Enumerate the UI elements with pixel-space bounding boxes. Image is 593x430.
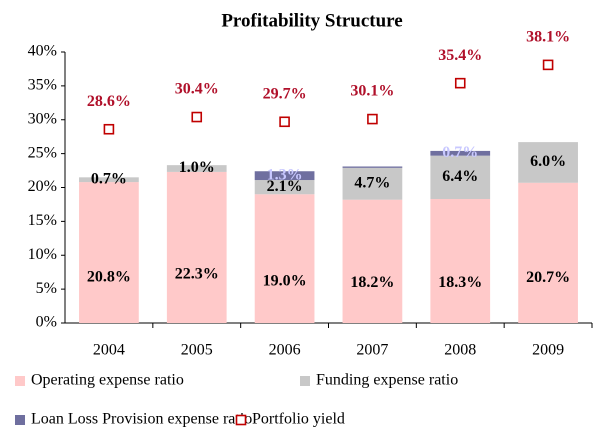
- legend-swatch: [15, 415, 25, 425]
- data-label: 2.1%: [267, 178, 303, 195]
- data-label: 30.4%: [175, 81, 219, 98]
- marker: [367, 113, 378, 125]
- y-tick-label: 0%: [36, 314, 57, 331]
- bar-segment: [430, 155, 491, 200]
- chart-title: Profitability Structure: [221, 10, 402, 31]
- data-label: 35.4%: [438, 47, 482, 64]
- legend-swatch: [300, 376, 310, 386]
- marker: [191, 111, 203, 123]
- marker: [454, 77, 466, 89]
- data-label: 0.7%: [91, 170, 127, 187]
- bar-segment: [342, 166, 403, 168]
- legend-label: Funding expense ratio: [316, 372, 458, 389]
- data-label: 29.7%: [263, 85, 307, 102]
- legend-label: Portfolio yield: [252, 411, 345, 428]
- data-label: 1.0%: [179, 159, 215, 176]
- data-label: 30.1%: [350, 83, 394, 100]
- bar-segment: [254, 194, 315, 323]
- legend-label: Operating expense ratio: [31, 372, 184, 389]
- y-tick-label: 30%: [28, 110, 57, 127]
- y-tick-label: 15%: [28, 212, 57, 229]
- bar-segment: [430, 150, 491, 156]
- data-label: 6.0%: [530, 153, 566, 170]
- x-tick-label: 2006: [269, 342, 301, 359]
- bar-segment: [518, 182, 578, 323]
- marker: [542, 59, 554, 71]
- data-label: 6.4%: [442, 168, 478, 185]
- bar-segment: [166, 171, 227, 323]
- data-label: 0.7%: [442, 144, 478, 161]
- marker: [103, 123, 115, 135]
- data-label: 38.1%: [526, 29, 570, 46]
- data-label: 18.3%: [438, 274, 482, 291]
- y-tick-label: 5%: [36, 280, 57, 297]
- bar-segment: [79, 177, 139, 183]
- data-label: 19.0%: [263, 272, 307, 289]
- data-label: 1.3%: [267, 166, 303, 183]
- y-tick-label: 40%: [28, 43, 57, 60]
- y-tick-label: 10%: [28, 246, 57, 263]
- bar-segment: [342, 167, 403, 200]
- data-label: 20.7%: [526, 269, 570, 286]
- x-tick-label: 2008: [444, 342, 476, 359]
- bar-segment: [79, 182, 139, 323]
- data-label: 4.7%: [354, 174, 390, 191]
- data-label: 20.8%: [87, 269, 131, 286]
- bar-segment: [430, 199, 491, 323]
- x-tick-label: 2005: [181, 342, 213, 359]
- bar-segment: [254, 171, 315, 181]
- marker: [279, 116, 290, 128]
- y-tick-label: 20%: [28, 178, 57, 195]
- legend-swatch: [15, 376, 25, 386]
- legend-swatch: [235, 414, 247, 426]
- bar-segment: [166, 165, 227, 172]
- y-tick-label: 35%: [28, 77, 57, 94]
- data-label: 22.3%: [175, 265, 219, 282]
- bar-segment: [518, 142, 578, 183]
- data-label: 28.6%: [87, 93, 131, 110]
- x-tick-label: 2004: [93, 342, 125, 359]
- x-tick-label: 2009: [532, 342, 564, 359]
- x-tick-label: 2007: [356, 342, 388, 359]
- data-label: 18.2%: [350, 274, 394, 291]
- bar-segment: [254, 180, 315, 195]
- y-tick-label: 25%: [28, 144, 57, 161]
- bar-segment: [342, 199, 403, 323]
- legend-label: Loan Loss Provision expense ratio: [31, 411, 252, 428]
